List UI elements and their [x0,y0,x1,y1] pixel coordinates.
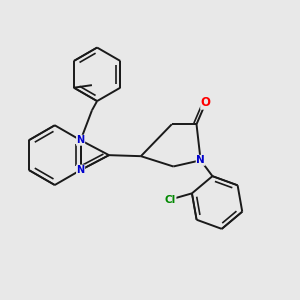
Text: N: N [76,135,85,145]
Text: Cl: Cl [165,194,176,205]
Text: N: N [76,165,85,175]
Text: N: N [196,155,205,165]
Text: O: O [201,96,211,109]
